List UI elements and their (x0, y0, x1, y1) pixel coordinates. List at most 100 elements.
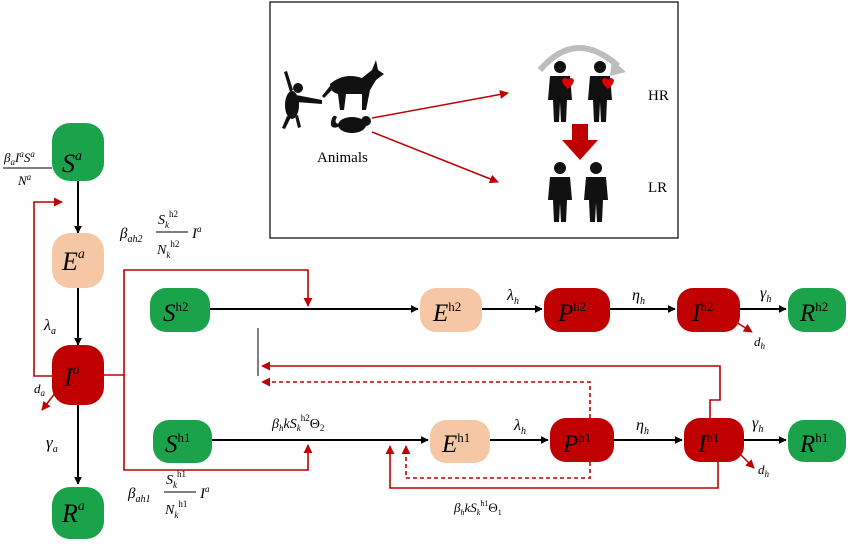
svg-text:Ph2: Ph2 (557, 299, 586, 327)
svg-text:Skh2: Skh2 (158, 209, 178, 230)
rate-gamma-h2: γh (760, 285, 771, 305)
label-ih1: I (697, 431, 708, 458)
label-eh2: E (432, 300, 448, 327)
label-eh1-sup: h1 (457, 430, 470, 445)
person-icon (588, 61, 612, 122)
node-sh2 (150, 288, 210, 332)
monkey-icon (282, 71, 322, 129)
formula-animal-inflow: βaIaSa Na (3, 149, 52, 188)
lr-label: LR (648, 180, 667, 196)
svg-text:Rh2: Rh2 (799, 299, 828, 327)
svg-text:Ea: Ea (61, 247, 85, 276)
label-ph1: P (562, 431, 578, 458)
formula-transmission-h2: βhkSkh2Θ2 (271, 413, 324, 433)
svg-text:βah2: βah2 (119, 226, 142, 245)
node-ia (52, 345, 104, 405)
label-sh1: S (165, 431, 178, 458)
svg-text:Rh1: Rh1 (799, 430, 828, 458)
label-sh1-sup: h1 (178, 430, 191, 445)
person-icon (548, 162, 572, 222)
rate-death-h2: dh (754, 334, 766, 351)
arrow-ia-spill-h1 (123, 375, 313, 471)
label-rh1: R (799, 431, 815, 458)
animals-label: Animals (317, 150, 368, 166)
label-ph1-sup: h1 (578, 430, 591, 445)
rate-eta-h1: ηh (636, 417, 649, 437)
label-rh2-sup: h2 (815, 299, 828, 314)
label-rh2: R (799, 300, 815, 327)
rate-gamma-a: γa (46, 433, 58, 455)
svg-text:Ph1: Ph1 (562, 430, 591, 458)
arrow-animals-to-lr (371, 131, 499, 184)
person-icon (584, 162, 608, 222)
arrow-ih1-to-force-upper (261, 361, 721, 418)
inset-panel: Animals HR LR (269, 1, 679, 239)
node-sh1 (153, 420, 212, 463)
label-ia: I (63, 363, 74, 392)
label-ra-sup: a (78, 499, 85, 514)
svg-text:Ia: Ia (199, 484, 210, 502)
svg-text:Ih1: Ih1 (697, 430, 719, 458)
node-eh2 (420, 288, 482, 332)
down-arrow-icon (562, 124, 598, 160)
label-ra: R (61, 499, 78, 528)
node-eh1 (430, 420, 490, 463)
arrow-ph1-to-force-upper-dashed (261, 377, 591, 418)
label-ea: E (61, 247, 78, 276)
arrow-ph1-to-force-lower-dashed (401, 445, 591, 479)
svg-text:Nkh2: Nkh2 (156, 239, 179, 260)
label-sh2: S (163, 300, 176, 327)
node-ih2 (677, 288, 740, 332)
svg-text:Ia: Ia (63, 363, 80, 392)
arrow-ih2-death (735, 321, 753, 333)
formula-spill-h1: βah1 Skh1 Nkh1 Ia (127, 469, 210, 520)
node-ea (52, 233, 104, 288)
svg-text:Eh1: Eh1 (441, 430, 470, 458)
rate-death-a: da (34, 381, 46, 398)
rate-lambda-a: λa (43, 317, 56, 337)
svg-text:Ra: Ra (61, 499, 85, 528)
svg-text:Ih2: Ih2 (691, 299, 713, 327)
svg-text:Skh1: Skh1 (166, 469, 186, 490)
formula-transmission-h1: βhkSkh1Θ1 (453, 499, 502, 517)
cycle-arrow-icon (537, 44, 626, 76)
svg-text:Sh1: Sh1 (165, 430, 191, 458)
formula-spill-h2: βah2 Skh2 Nkh2 Ia (119, 209, 202, 260)
arrow-ih1-to-force-lower (385, 445, 719, 489)
label-ea-sup: a (78, 247, 85, 262)
node-ph2 (544, 288, 610, 332)
label-ia-sup: a (73, 363, 80, 378)
arrow-ia-spill-h2 (104, 269, 313, 376)
hr-label: HR (648, 88, 669, 104)
arrow-animals-to-hr (371, 90, 509, 119)
arrow-ih1-death (739, 453, 755, 469)
label-rh1-sup: h1 (815, 430, 828, 445)
rat-icon (330, 115, 371, 133)
svg-text:βah1: βah1 (127, 486, 150, 505)
heart-icon (562, 78, 574, 89)
label-sa-sup: a (75, 149, 82, 164)
arrow-ia-death (41, 391, 57, 411)
arrow-ia-to-sa-feedback (33, 197, 63, 377)
svg-text:Sh2: Sh2 (163, 299, 189, 327)
label-eh2-sup: h2 (448, 299, 461, 314)
dog-icon (322, 60, 384, 110)
person-icon (548, 61, 572, 122)
svg-text:Na: Na (17, 172, 32, 188)
heart-icon (602, 78, 614, 89)
rate-lambda-h1: λh (513, 417, 526, 437)
svg-text:Sa: Sa (62, 149, 82, 178)
node-rh1 (788, 420, 846, 462)
svg-text:Eh2: Eh2 (432, 299, 461, 327)
label-ih1-sup: h1 (706, 430, 719, 445)
label-ph2: P (557, 300, 573, 327)
rate-gamma-h1: γh (752, 415, 763, 435)
node-ra (52, 487, 104, 539)
svg-text:Nkh1: Nkh1 (164, 499, 187, 520)
label-sa: S (62, 149, 75, 178)
rate-eta-h2: ηh (632, 287, 645, 307)
node-sa (52, 123, 104, 181)
label-sh2-sup: h2 (176, 299, 189, 314)
node-ph1 (550, 418, 614, 462)
